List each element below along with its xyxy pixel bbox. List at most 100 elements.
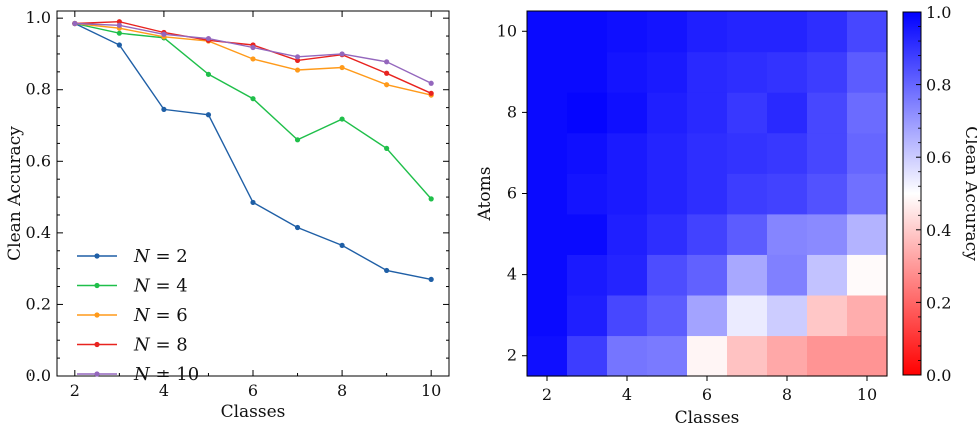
x-tick-label: 4 <box>159 381 169 400</box>
legend-variable: N <box>133 246 151 267</box>
colorbar-label: Clean Accuracy <box>961 126 977 261</box>
colorbar-tick-label: 0.2 <box>926 293 951 312</box>
heatmap-cell <box>607 294 648 337</box>
legend-value: 8 <box>176 335 187 356</box>
heatmap-cell <box>767 11 808 53</box>
heatmap-cell <box>647 254 688 296</box>
heatmap-cell <box>807 11 848 53</box>
heatmap-cell <box>767 132 808 174</box>
heatmap-cell <box>807 254 848 296</box>
heatmap-cell <box>847 92 888 134</box>
legend-swatch-marker <box>94 282 100 289</box>
data-point <box>250 96 256 102</box>
colorbar <box>902 11 922 376</box>
heatmap-cell <box>807 51 848 93</box>
legend-swatch-marker <box>94 371 100 377</box>
heatmap-cell <box>727 173 768 215</box>
heatmap-cell <box>687 213 728 255</box>
legend-variable: N <box>133 364 151 385</box>
legend-entry-label: N = 10 <box>133 364 199 385</box>
heatmap-cell <box>767 254 808 296</box>
heatmap-y-tick-label: 8 <box>507 102 517 121</box>
data-point <box>339 51 345 57</box>
heatmap-y-tick-label: 6 <box>507 184 517 203</box>
legend-equals: = <box>150 335 177 356</box>
heatmap-cell <box>567 51 608 93</box>
y-tick-label: 0.6 <box>26 151 51 170</box>
colorbar-tick-label: 0.6 <box>926 148 951 167</box>
data-point <box>428 90 434 96</box>
heatmap-cell <box>807 294 848 337</box>
heatmap-cell <box>807 213 848 255</box>
heatmap-cell <box>767 335 808 377</box>
heatmap-cell <box>527 294 568 337</box>
colorbar-tick-label: 0.8 <box>926 76 951 95</box>
data-point <box>294 54 301 60</box>
legend-value: 10 <box>176 364 199 385</box>
heatmap-cell <box>607 51 648 93</box>
heatmap-y-tick-label: 2 <box>507 346 517 365</box>
heatmap-cell <box>807 92 848 134</box>
data-point <box>294 57 301 63</box>
data-point <box>72 20 78 27</box>
heatmap-cell <box>727 132 768 174</box>
heatmap-cell <box>647 294 688 337</box>
data-point <box>384 145 390 152</box>
line-chart-y-label: Clean Accuracy <box>5 126 25 261</box>
heatmap-cell <box>727 335 768 377</box>
heatmap-cell <box>847 173 888 215</box>
heatmap-cell <box>687 51 728 93</box>
legend-entry-label: N = 2 <box>133 246 188 267</box>
heatmap-x-tick-label: 4 <box>622 385 632 404</box>
heatmap-cell <box>527 213 568 255</box>
data-point <box>161 106 167 113</box>
heatmap-cell <box>527 11 568 53</box>
data-point <box>250 56 256 62</box>
heatmap-cell <box>687 11 728 53</box>
data-point <box>339 116 345 122</box>
legend-value: 2 <box>176 246 187 267</box>
line-chart-legend: N = 2N = 4N = 6N = 8N = 10 <box>77 246 199 385</box>
data-point <box>384 82 390 88</box>
heatmap-y-label: Atoms <box>475 167 495 222</box>
heatmap-x-label: Classes <box>675 408 740 428</box>
data-point <box>116 30 122 36</box>
data-point <box>384 59 390 65</box>
heatmap-cell <box>687 335 728 377</box>
heatmap-ticks: 2 4 6 8 10 2 4 6 8 10 <box>497 21 878 404</box>
heatmap-cell <box>847 132 888 174</box>
x-tick-label: 6 <box>248 381 258 400</box>
heatmap-cell <box>767 51 808 93</box>
colorbar-tick-label: 0.4 <box>926 221 951 240</box>
heatmap-cell <box>527 132 568 174</box>
legend-swatch-marker <box>94 341 100 348</box>
heatmap-cell <box>567 173 608 215</box>
data-point <box>428 276 434 282</box>
line-chart: 2 4 6 8 10 0.0 0.2 0.4 0.6 0.8 1.0 Classes Clean A… <box>5 8 450 422</box>
heatmap-y-tick-label: 4 <box>507 265 517 284</box>
series-line <box>74 22 432 281</box>
y-tick-label: 0.8 <box>26 80 51 99</box>
heatmap-cell <box>607 173 648 215</box>
colorbar-ticks: 0.0 0.2 0.4 0.6 0.8 1.0 <box>916 3 951 385</box>
heatmap-cell <box>687 92 728 134</box>
heatmap-cell <box>807 132 848 174</box>
heatmap-cell <box>727 254 768 296</box>
data-point <box>116 22 122 28</box>
heatmap-cell <box>727 294 768 337</box>
heatmap-cell <box>567 92 608 134</box>
data-point <box>205 71 212 77</box>
heatmap-cell <box>527 335 568 377</box>
data-point <box>250 44 256 51</box>
heatmap-cell <box>687 173 728 215</box>
heatmap-cell <box>847 254 888 296</box>
heatmap-cell <box>727 51 768 93</box>
heatmap-cell <box>647 132 688 174</box>
heatmap-x-tick-label: 10 <box>857 385 877 404</box>
x-tick-label: 8 <box>337 381 347 400</box>
legend-entry-label: N = 4 <box>133 276 188 297</box>
heatmap-cell <box>727 213 768 255</box>
heatmap-cell <box>647 11 688 53</box>
heatmap-cell <box>647 213 688 255</box>
